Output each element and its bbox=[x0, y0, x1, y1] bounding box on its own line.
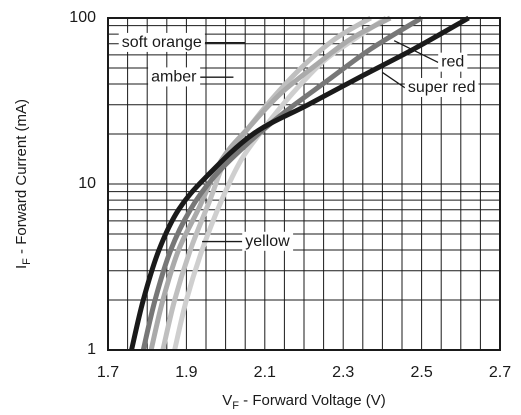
x-tick-label: 1.7 bbox=[97, 364, 119, 381]
y-tick-label: 1 bbox=[87, 341, 96, 358]
annotation-background-super-red bbox=[404, 77, 479, 97]
annotation-background-yellow bbox=[242, 231, 294, 251]
x-axis-label: VF - Forward Voltage (V) bbox=[222, 392, 385, 412]
annotation-leader-super-red bbox=[382, 71, 406, 89]
y-tick-labels: 1 10 100 bbox=[69, 9, 96, 358]
x-tick-label: 1.9 bbox=[175, 364, 197, 381]
x-tick-label: 2.3 bbox=[332, 364, 354, 381]
series-line-amber bbox=[148, 15, 392, 351]
x-tick-label: 2.1 bbox=[254, 364, 276, 381]
annotation-background-red bbox=[438, 52, 468, 72]
series-line-red bbox=[140, 15, 423, 351]
x-tick-label: 2.5 bbox=[410, 364, 432, 381]
annotation-label-soft-orange: soft orange bbox=[122, 34, 202, 51]
x-tick-label: 2.7 bbox=[489, 364, 511, 381]
y-tick-label: 100 bbox=[69, 9, 96, 26]
plot-frame bbox=[107, 17, 501, 351]
annotation-label-red: red bbox=[441, 54, 464, 71]
x-tick-labels: 1.7 1.9 2.1 2.3 2.5 2.7 bbox=[97, 364, 511, 381]
grid bbox=[108, 18, 500, 350]
annotation-leader-red bbox=[393, 40, 439, 64]
annotation-label-amber: amber bbox=[151, 68, 197, 85]
annotation-label-super-red: super red bbox=[408, 79, 476, 96]
annotation-label-yellow: yellow bbox=[245, 233, 290, 250]
y-tick-label: 10 bbox=[78, 175, 96, 192]
y-axis-label: IF - Forward Current (mA) bbox=[13, 99, 33, 269]
annotation-layer: soft orange amber red super red yellow bbox=[118, 32, 479, 251]
annotation-background-soft-orange bbox=[118, 32, 205, 52]
series-layer bbox=[129, 15, 470, 351]
annotation-background-amber bbox=[148, 67, 201, 87]
series-line-super-red bbox=[129, 15, 470, 351]
